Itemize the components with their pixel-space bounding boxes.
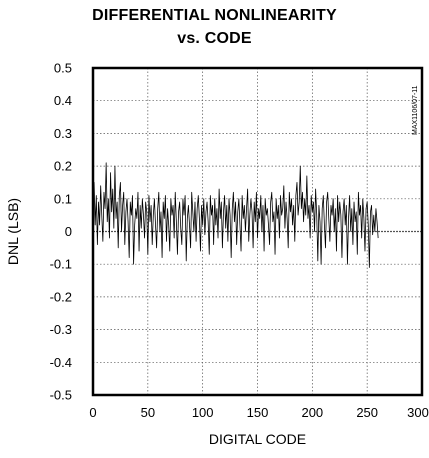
y-tick-label: -0.5 (50, 388, 72, 403)
dnl-series-line (92, 162, 379, 268)
plot-frame (91, 66, 424, 397)
y-tick-label: 0.1 (54, 191, 72, 206)
x-tick-label: 0 (89, 405, 96, 420)
y-tick-label: 0.4 (54, 93, 72, 108)
x-tick-label: 200 (301, 405, 323, 420)
y-tick-label: 0.5 (54, 61, 72, 76)
y-axis-label: DNL (LSB) (5, 198, 21, 265)
x-tick-labels: 0 50 100 150 200 250 300 (89, 405, 428, 420)
x-tick-label: 250 (356, 405, 378, 420)
x-tick-label: 50 (141, 405, 155, 420)
y-tick-label: -0.3 (50, 322, 72, 337)
y-tick-label: 0.3 (54, 126, 72, 141)
y-tick-labels: 0.5 0.4 0.3 0.2 0.1 0 -0.1 -0.2 -0.3 -0.4 -0.5 (50, 61, 72, 403)
chart-title: DIFFERENTIAL NONLINEARITY (92, 7, 337, 24)
series-group (92, 162, 379, 268)
y-tick-label: -0.2 (50, 289, 72, 304)
x-axis-label: DIGITAL CODE (209, 431, 306, 447)
y-tick-label: -0.1 (50, 257, 72, 272)
x-tick-label: 100 (192, 405, 214, 420)
grid (93, 68, 422, 395)
chart-subtitle: vs. CODE (177, 30, 252, 47)
x-tick-label: 150 (247, 405, 269, 420)
y-tick-label: 0 (65, 224, 72, 239)
figure-code: MAX1106/07-11 (412, 85, 419, 135)
y-tick-label: 0.2 (54, 159, 72, 174)
x-tick-label: 300 (407, 405, 429, 420)
y-tick-label: -0.4 (50, 355, 72, 370)
